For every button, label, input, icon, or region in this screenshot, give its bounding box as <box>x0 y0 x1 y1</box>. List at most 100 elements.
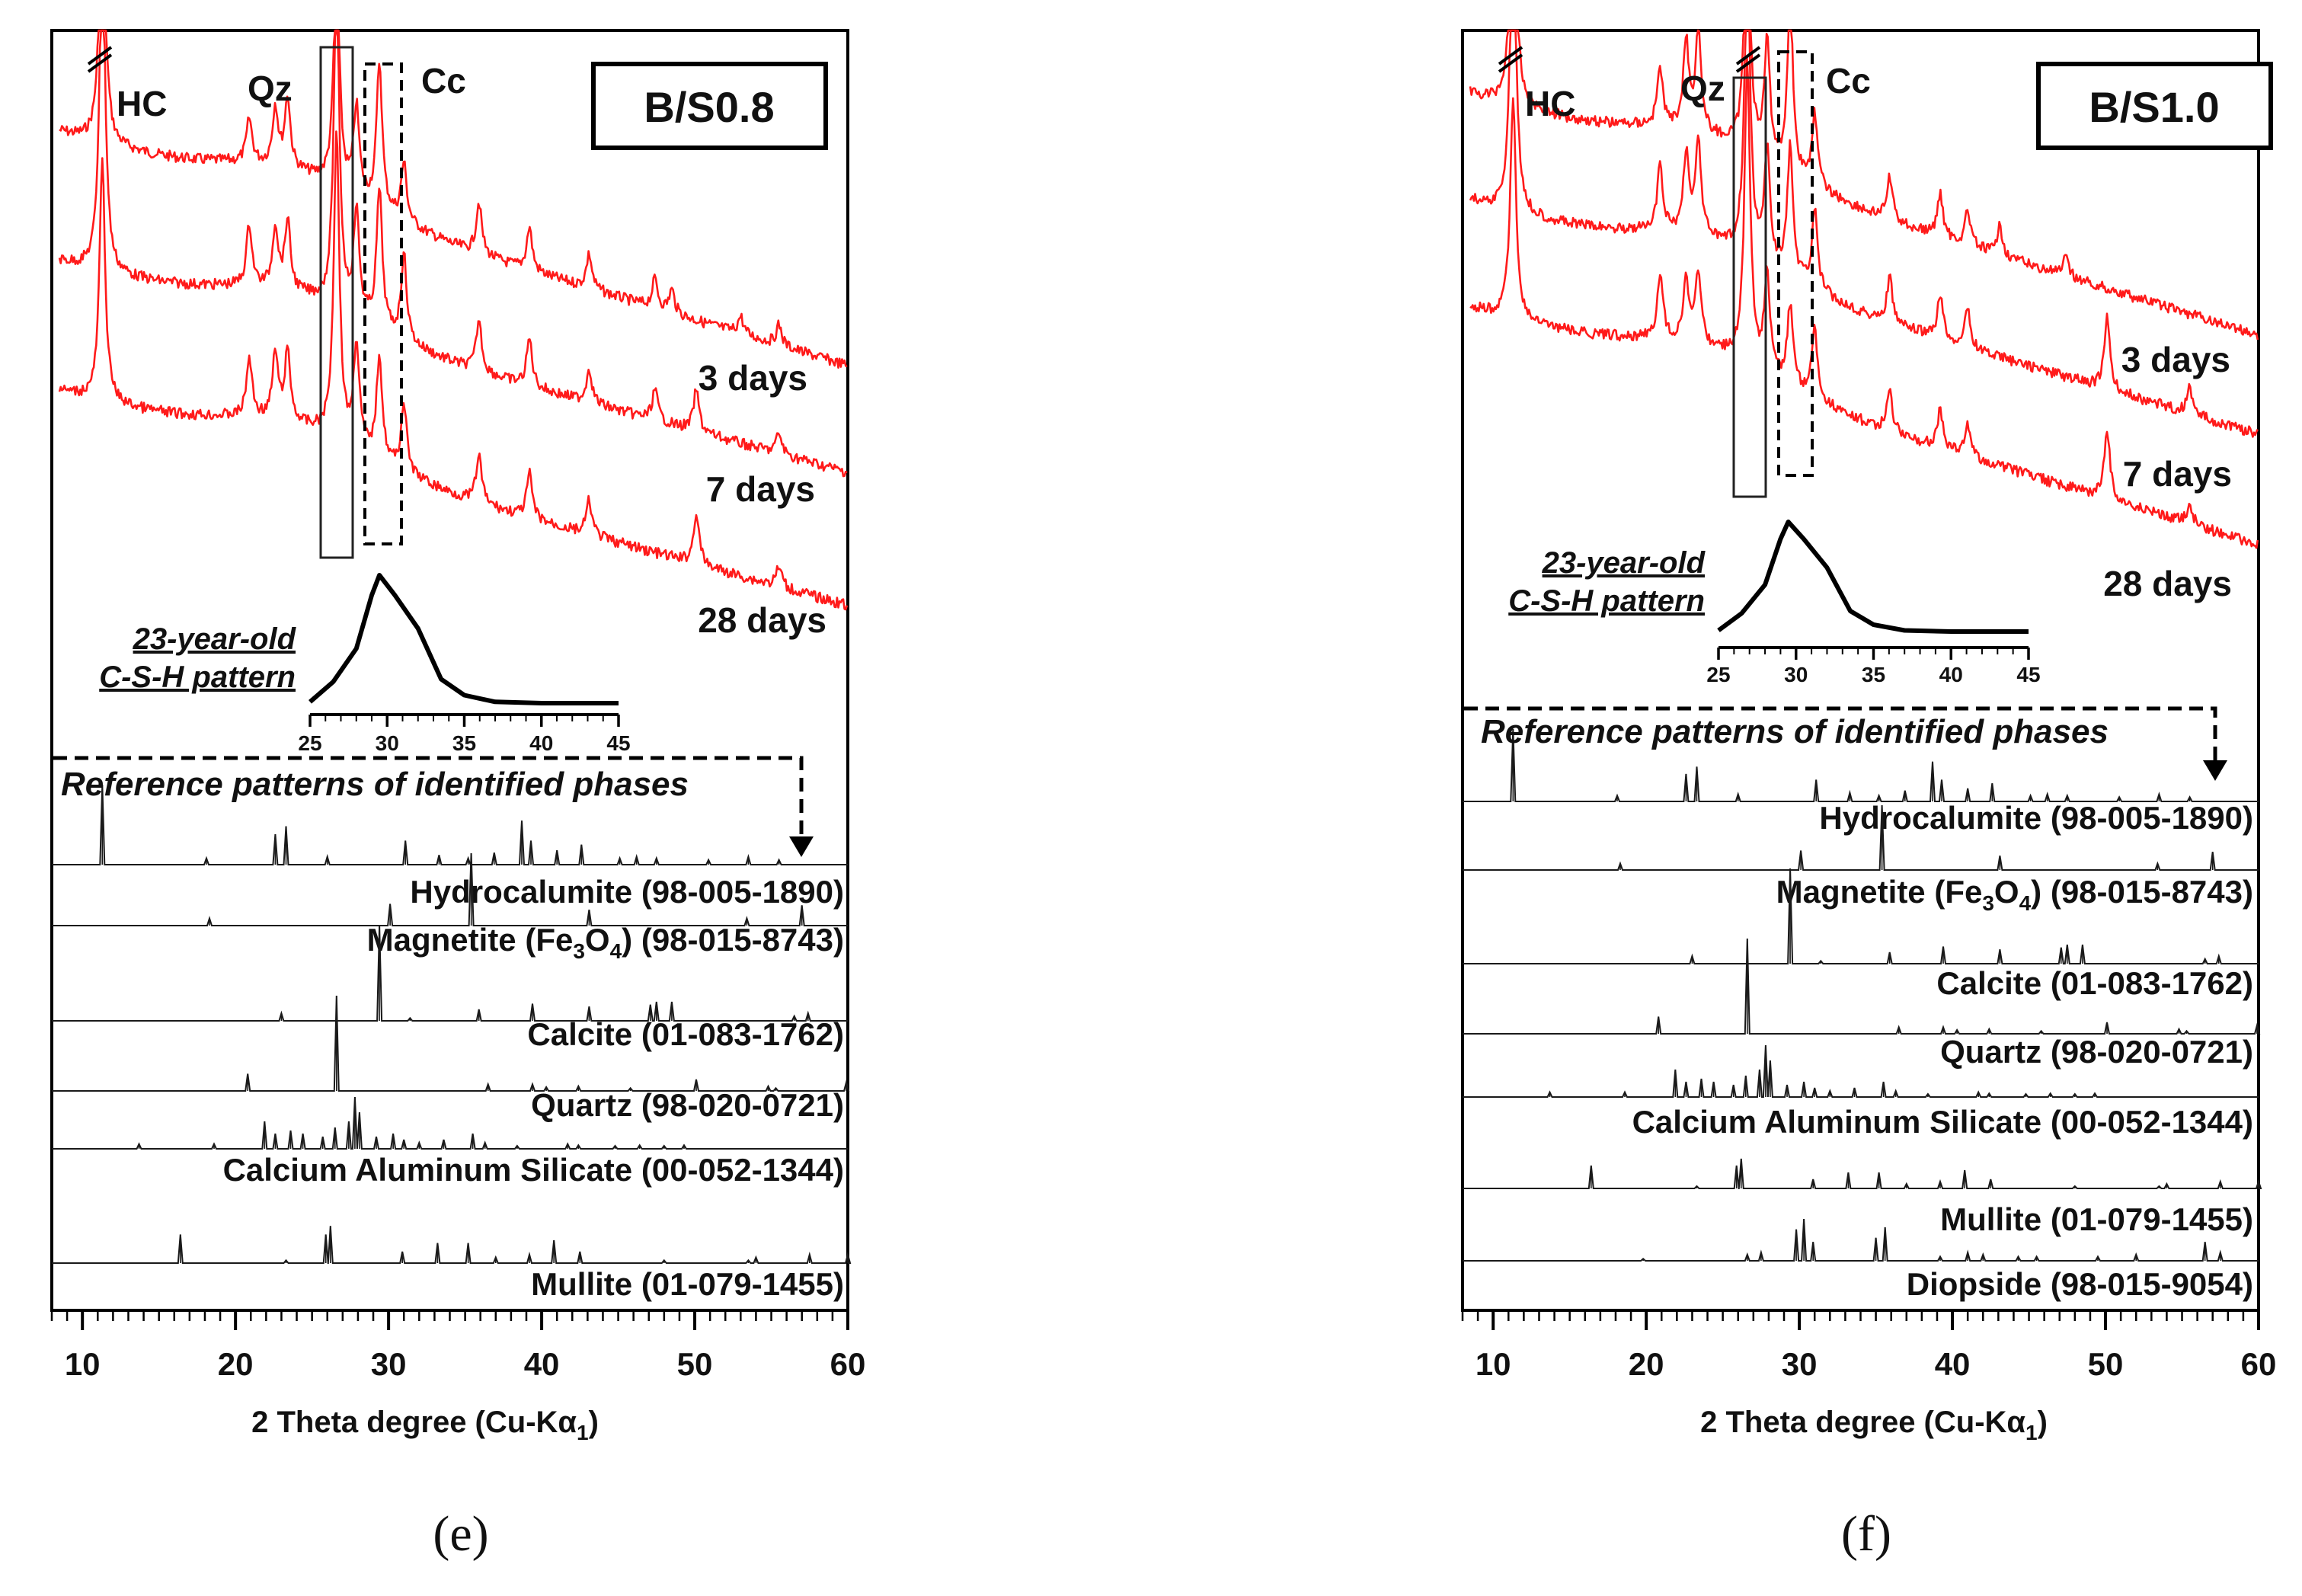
reference-label-sub: 4 <box>610 939 622 963</box>
x-tick-label: 40 <box>524 1346 560 1382</box>
panel-e: Hydrocalumite (98-005-1890) Magnetite (Fe… <box>50 29 865 1562</box>
reference-divider <box>1464 706 2217 769</box>
sample-title: B/S1.0 <box>2089 83 2219 131</box>
reference-trace <box>1463 1044 2259 1098</box>
reference-patterns: Hydrocalumite (98-005-1890) Magnetite (Fe… <box>52 784 852 1302</box>
cc-peak-label: Cc <box>421 61 466 101</box>
panel-f: Hydrocalumite (98-005-1890) Magnetite (Fe… <box>1461 29 2277 1562</box>
inset-tick-label: 45 <box>2016 663 2040 686</box>
series-label-7days: 7 days <box>706 469 815 509</box>
x-axis-label: 2 Theta degree (Cu-Kα1) <box>1700 1406 2048 1444</box>
reference-pattern-1: Hydrocalumite (98-005-1890) <box>1463 728 2259 836</box>
reference-label-part: Magnetite (Fe <box>1776 874 1983 910</box>
reference-trace <box>52 1096 848 1150</box>
x-axis-label-end: ) <box>589 1406 599 1439</box>
csh-inset: 25 30 35 40 45 <box>1706 520 2041 686</box>
axis-break-marker <box>1735 46 1761 73</box>
xrd-curves <box>58 29 849 611</box>
arrow-down-icon <box>2203 760 2227 781</box>
inset-caption-line1: 23-year-old <box>133 622 297 656</box>
reference-label: Mullite (01-079-1455) <box>1940 1201 2253 1237</box>
series-label-28days: 28 days <box>698 600 826 640</box>
x-tick-label: 20 <box>1629 1346 1664 1382</box>
reference-pattern-2: Magnetite (Fe3O4) (98-015-8743) <box>52 852 848 963</box>
series-label-28days: 28 days <box>2103 564 2232 603</box>
xrd-curve-3 <box>1469 56 2259 549</box>
x-axis-label-main: 2 Theta degree (Cu-Kα <box>1700 1406 2025 1439</box>
reference-title: Reference patterns of identified phases <box>61 766 689 803</box>
reference-label: Calcium Aluminum Silicate (00-052-1344) <box>223 1152 844 1188</box>
panel-label: (f) <box>1841 1506 1891 1562</box>
reference-pattern-1: Hydrocalumite (98-005-1890) <box>52 784 848 910</box>
inset-tick-label: 40 <box>1939 663 1963 686</box>
qz-highlight-box <box>319 46 354 559</box>
reference-pattern-7: Diopside (98-015-9054) <box>1463 1218 2259 1302</box>
reference-label-part: O <box>1994 874 2019 910</box>
reference-label-sub: 3 <box>1982 891 1994 915</box>
reference-pattern-6: Mullite (01-079-1455) <box>52 1226 852 1302</box>
x-tick-label: 10 <box>65 1346 101 1382</box>
x-axis: 10 20 30 40 50 60 <box>1461 1310 2277 1382</box>
reference-label: Mullite (01-079-1455) <box>531 1266 844 1302</box>
x-axis-label: 2 Theta degree (Cu-Kα1) <box>251 1406 599 1444</box>
x-axis-label-end: ) <box>2038 1406 2048 1439</box>
xrd-curve-1 <box>59 29 848 369</box>
inset-tick-label: 45 <box>606 731 630 755</box>
qz-peak-label: Qz <box>1680 69 1725 108</box>
reference-trace <box>1463 804 2259 871</box>
csh-curve <box>1717 520 2029 634</box>
inset-tick-label: 40 <box>529 731 553 755</box>
reference-label: Calcite (01-083-1762) <box>527 1016 844 1052</box>
reference-label: Magnetite (Fe3O4) (98-015-8743) <box>367 922 844 963</box>
sample-title: B/S0.8 <box>644 83 774 131</box>
reference-label: Calcite (01-083-1762) <box>1936 965 2253 1001</box>
reference-pattern-6: Mullite (01-079-1455) <box>1463 1158 2262 1237</box>
reference-trace <box>1463 1158 2262 1189</box>
xrd-curve-1 <box>1469 29 2259 341</box>
x-axis: 10 20 30 40 50 60 <box>50 1310 865 1382</box>
hc-peak-label: HC <box>117 84 167 123</box>
reference-label: Quartz (98-020-0721) <box>531 1087 844 1123</box>
x-tick-label: 40 <box>1935 1346 1971 1382</box>
inset-tick-label: 30 <box>376 731 399 755</box>
reference-label-part: ) (98-015-8743) <box>622 922 844 958</box>
reference-pattern-3: Calcite (01-083-1762) <box>52 925 848 1052</box>
cc-highlight-box <box>1777 50 1814 477</box>
reference-trace <box>52 852 848 926</box>
reference-label: Hydrocalumite (98-005-1890) <box>1819 800 2253 836</box>
xrd-curve-3 <box>58 130 849 611</box>
qz-peak-label: Qz <box>248 69 293 108</box>
reference-pattern-3: Calcite (01-083-1762) <box>1463 868 2259 1001</box>
xrd-curves <box>1469 29 2259 549</box>
inset-tick-label: 25 <box>298 731 321 755</box>
reference-trace <box>52 1226 852 1264</box>
reference-pattern-5: Calcium Aluminum Silicate (00-052-1344) <box>1463 1044 2259 1140</box>
x-axis-label-sub: 1 <box>2025 1421 2038 1444</box>
reference-pattern-4: Quartz (98-020-0721) <box>52 995 850 1123</box>
reference-pattern-5: Calcium Aluminum Silicate (00-052-1344) <box>52 1096 848 1188</box>
reference-divider <box>53 756 804 846</box>
x-tick-label: 20 <box>218 1346 254 1382</box>
x-tick-label: 30 <box>371 1346 407 1382</box>
reference-pattern-4: Quartz (98-020-0721) <box>1463 938 2261 1070</box>
x-axis-label-main: 2 Theta degree (Cu-Kα <box>251 1406 577 1439</box>
x-tick-label: 60 <box>2241 1346 2277 1382</box>
reference-label: Quartz (98-020-0721) <box>1940 1034 2253 1070</box>
x-tick-label: 50 <box>677 1346 713 1382</box>
reference-label-sub: 3 <box>573 939 585 963</box>
reference-label: Hydrocalumite (98-005-1890) <box>410 874 844 910</box>
inset-caption-line2: C-S-H pattern <box>99 660 296 694</box>
inset-tick-label: 35 <box>452 731 476 755</box>
x-tick-label: 10 <box>1476 1346 1511 1382</box>
csh-curve <box>309 573 619 705</box>
series-label-7days: 7 days <box>2123 454 2232 494</box>
arrow-down-icon <box>789 836 814 857</box>
xrd-curve-2 <box>1469 29 2259 438</box>
reference-label: Magnetite (Fe3O4) (98-015-8743) <box>1776 874 2253 915</box>
series-label-3days: 3 days <box>699 358 807 398</box>
x-tick-label: 30 <box>1782 1346 1818 1382</box>
xrd-curve-2 <box>58 29 848 478</box>
inset-caption-line1: 23-year-old <box>1542 546 1706 580</box>
inset-tick-label: 25 <box>1706 663 1730 686</box>
